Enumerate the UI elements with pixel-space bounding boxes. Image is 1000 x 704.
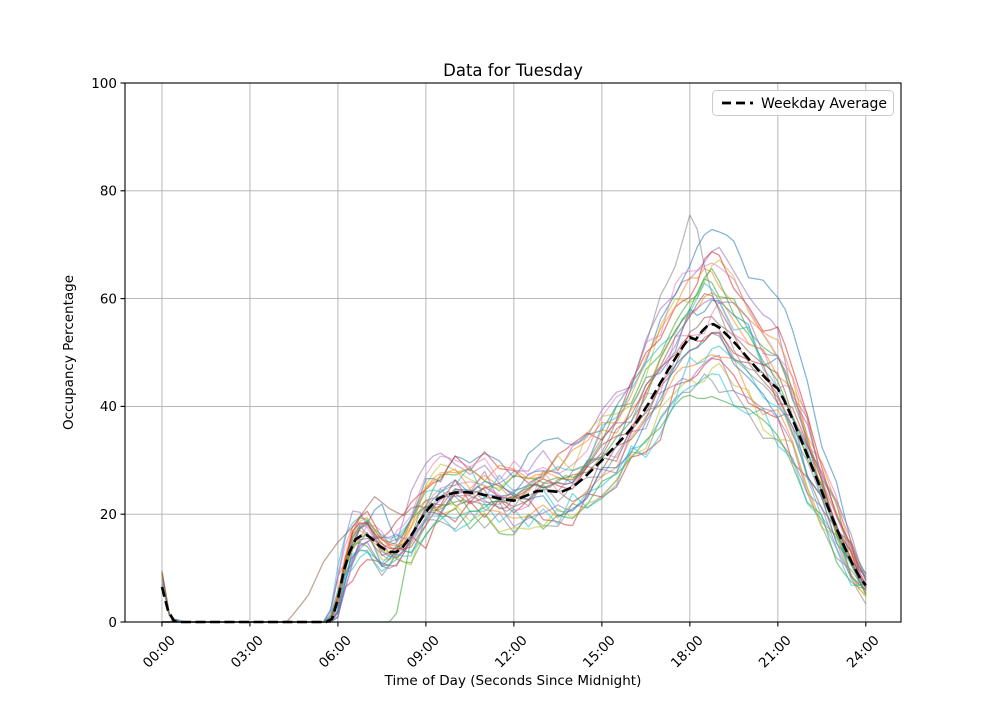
y-tick-labels: 0 20 40 60 80 100 xyxy=(91,76,117,631)
y-tick-label: 40 xyxy=(100,399,117,415)
y-tick-label: 0 xyxy=(108,615,117,631)
legend: Weekday Average xyxy=(712,90,894,116)
y-tick-label: 100 xyxy=(91,76,117,92)
chart-title: Data for Tuesday xyxy=(443,61,583,80)
axis-tick-marks xyxy=(120,82,867,627)
y-tick-label: 60 xyxy=(100,291,117,307)
y-tick-label: 80 xyxy=(100,184,117,200)
x-axis-label: Time of Day (Seconds Since Midnight) xyxy=(384,673,642,689)
y-axis-label: Occupancy Percentage xyxy=(61,275,77,430)
average-line xyxy=(160,322,867,624)
axes-frame xyxy=(124,82,902,623)
legend-box xyxy=(712,90,894,116)
y-tick-label: 20 xyxy=(100,507,117,523)
legend-label: Weekday Average xyxy=(761,96,887,112)
